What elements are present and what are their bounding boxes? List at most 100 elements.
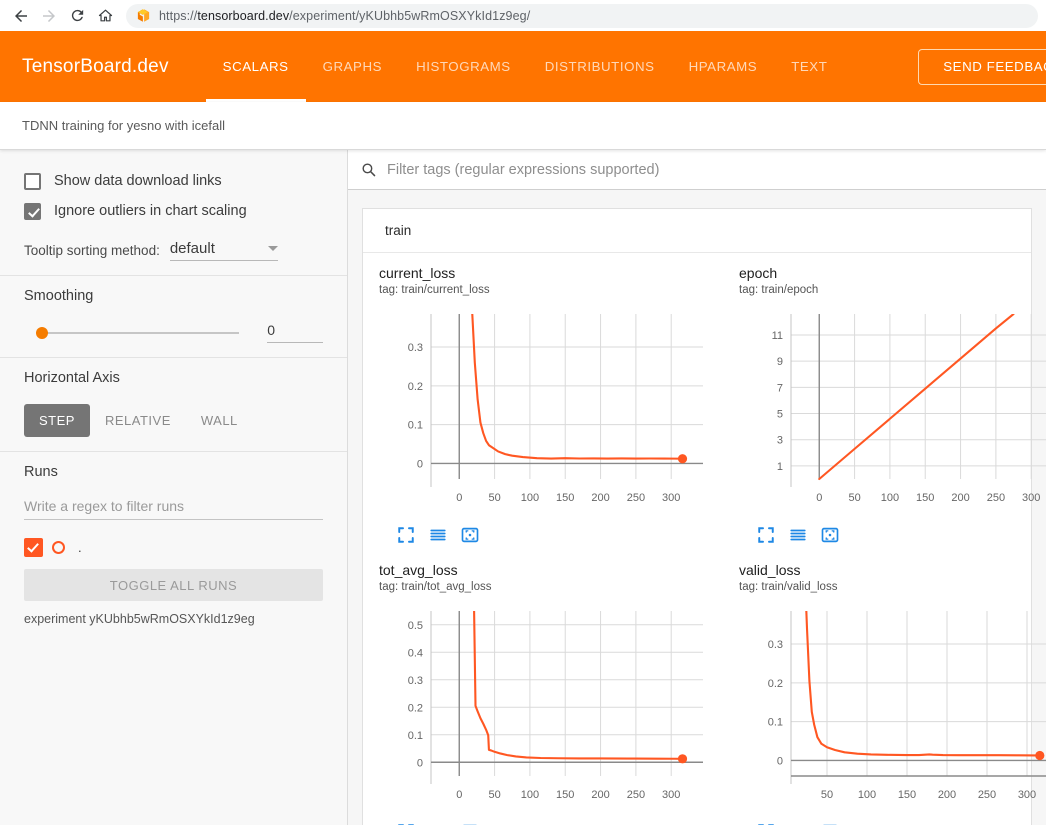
forward-button[interactable]: [36, 3, 62, 29]
show-download-links-row[interactable]: Show data download links: [24, 166, 323, 196]
smoothing-value-input[interactable]: 0: [267, 322, 323, 343]
tab-histograms[interactable]: HISTOGRAMS: [416, 59, 511, 74]
reload-button[interactable]: [64, 3, 90, 29]
expand-chart-icon[interactable]: [757, 526, 775, 544]
run-item[interactable]: .: [24, 536, 323, 558]
svg-text:100: 100: [521, 789, 539, 801]
chart-toolbar: [379, 526, 709, 544]
ignore-outliers-row[interactable]: Ignore outliers in chart scaling: [24, 196, 323, 226]
tab-hparams[interactable]: HPARAMS: [688, 59, 758, 74]
back-button[interactable]: [8, 3, 34, 29]
chart-card-current-loss: current_loss tag: train/current_loss 0 0.…: [363, 253, 723, 550]
tab-text[interactable]: TEXT: [791, 59, 828, 74]
svg-text:0.1: 0.1: [408, 729, 423, 741]
svg-text:150: 150: [556, 789, 574, 801]
chart-plot-area[interactable]: 0 0.1 0.2 0.3 0 50 100 150 200 250 300: [379, 304, 709, 524]
axis-option-wall[interactable]: WALL: [200, 413, 238, 428]
horizontal-axis-title: Horizontal Axis: [24, 370, 120, 386]
send-feedback-button[interactable]: SEND FEEDBACK: [918, 48, 1046, 85]
fit-domain-icon[interactable]: [461, 526, 479, 544]
svg-text:200: 200: [591, 492, 609, 504]
smoothing-slider-thumb[interactable]: [36, 326, 48, 339]
show-download-links-checkbox[interactable]: [24, 172, 41, 190]
smoothing-slider[interactable]: [36, 326, 240, 339]
runs-filter-input[interactable]: Write a regex to filter runs: [24, 498, 323, 520]
tag-filter-input[interactable]: Filter tags (regular expressions support…: [387, 161, 660, 178]
app-header: TensorBoard.dev SCALARS GRAPHS HISTOGRAM…: [0, 31, 1046, 102]
experiment-subtitle-bar: TDNN training for yesno with icefall: [0, 102, 1046, 150]
svg-text:250: 250: [627, 492, 645, 504]
svg-text:0.5: 0.5: [408, 619, 423, 631]
run-checkbox[interactable]: [24, 537, 43, 557]
home-button[interactable]: [92, 3, 118, 29]
svg-text:300: 300: [1018, 789, 1036, 801]
search-icon: [362, 163, 376, 177]
svg-text:0: 0: [777, 755, 783, 767]
svg-text:11: 11: [772, 330, 783, 342]
line-chart-svg[interactable]: 1 3 5 7 9 11 0 50 100 150 200 250 300: [739, 304, 1046, 519]
smoothing-section: Smoothing 0: [0, 275, 347, 357]
chart-card-tot-avg-loss: tot_avg_loss tag: train/tot_avg_loss 0 0.…: [363, 550, 723, 825]
line-chart-svg[interactable]: 0 0.1 0.2 0.3 0.4 0.5 0 50 100 150 200 250 300: [379, 601, 709, 816]
tag-filter-bar[interactable]: Filter tags (regular expressions support…: [348, 150, 1046, 190]
svg-text:300: 300: [662, 492, 680, 504]
chart-tag: tag: train/current_loss: [379, 283, 490, 296]
line-chart-svg[interactable]: 0 0.1 0.2 0.3 50 100 150 200 250 300: [739, 601, 1046, 816]
nav-tabs: SCALARS GRAPHS HISTOGRAMS DISTRIBUTIONS …: [205, 31, 845, 102]
svg-text:7: 7: [777, 382, 783, 394]
experiment-id-note: experiment yKUbhb5wRmOSXYkId1z9eg: [24, 612, 255, 626]
svg-text:100: 100: [521, 492, 539, 504]
svg-text:150: 150: [916, 492, 934, 504]
svg-text:0: 0: [417, 757, 423, 769]
address-bar[interactable]: https://tensorboard.dev/experiment/yKUbh…: [126, 3, 1038, 28]
ignore-outliers-checkbox[interactable]: [24, 202, 41, 220]
show-download-links-label: Show data download links: [54, 173, 222, 189]
settings-sidebar: Show data download links Ignore outliers…: [0, 150, 348, 825]
svg-text:100: 100: [858, 789, 876, 801]
chevron-down-icon: [267, 246, 278, 251]
chart-tag: tag: train/epoch: [739, 283, 819, 296]
home-icon: [98, 9, 112, 22]
line-chart-svg[interactable]: 0 0.1 0.2 0.3 0 50 100 150 200 250 300: [379, 304, 709, 519]
svg-text:150: 150: [898, 789, 916, 801]
data-table-icon[interactable]: [789, 526, 807, 544]
svg-text:250: 250: [978, 789, 996, 801]
svg-text:200: 200: [951, 492, 969, 504]
ignore-outliers-label: Ignore outliers in chart scaling: [54, 203, 247, 219]
app-brand[interactable]: TensorBoard.dev: [22, 55, 169, 77]
smoothing-row: 0: [24, 322, 323, 343]
axis-option-step[interactable]: STEP: [24, 404, 90, 437]
tab-scalars[interactable]: SCALARS: [205, 31, 306, 102]
axis-option-relative[interactable]: RELATIVE: [104, 413, 171, 428]
svg-text:250: 250: [987, 492, 1005, 504]
svg-text:150: 150: [556, 492, 574, 504]
tooltip-sorting-select[interactable]: default: [169, 240, 278, 261]
run-color-swatch: [52, 540, 65, 554]
tab-graphs[interactable]: GRAPHS: [322, 59, 383, 74]
chart-plot-area[interactable]: 0 0.1 0.2 0.3 50 100 150 200 250 300: [739, 601, 1046, 821]
svg-text:0: 0: [816, 492, 822, 504]
chart-title: tot_avg_loss: [379, 561, 458, 578]
tooltip-sorting-label: Tooltip sorting method:: [24, 243, 160, 258]
url-scheme: https://: [159, 8, 198, 23]
tensorboard-favicon: [137, 9, 150, 22]
horizontal-axis-options: STEP RELATIVE WALL: [24, 404, 323, 437]
chart-plot-area[interactable]: 0 0.1 0.2 0.3 0.4 0.5 0 50 100 150 200 250 300: [379, 601, 709, 821]
tooltip-sorting-value: default: [169, 240, 215, 257]
url-path: /experiment/yKUbhb5wRmOSXYkId1z9eg/: [289, 8, 531, 23]
toggle-all-runs-button[interactable]: TOGGLE ALL RUNS: [24, 569, 323, 601]
svg-text:0.3: 0.3: [768, 639, 783, 651]
runs-title: Runs: [24, 464, 58, 480]
svg-text:50: 50: [488, 492, 500, 504]
tab-distributions[interactable]: DISTRIBUTIONS: [544, 59, 655, 74]
svg-text:0.1: 0.1: [408, 419, 423, 431]
expand-chart-icon[interactable]: [397, 526, 415, 544]
address-bar-url: https://tensorboard.dev/experiment/yKUbh…: [159, 9, 530, 23]
fit-domain-icon[interactable]: [821, 526, 839, 544]
tag-group-header[interactable]: train: [363, 209, 1031, 253]
svg-text:5: 5: [777, 408, 783, 420]
data-table-icon[interactable]: [429, 526, 447, 544]
tooltip-sorting-row: Tooltip sorting method: default: [24, 240, 323, 261]
chart-plot-area[interactable]: 1 3 5 7 9 11 0 50 100 150 200 250 300: [739, 304, 1046, 524]
svg-text:50: 50: [821, 789, 833, 801]
